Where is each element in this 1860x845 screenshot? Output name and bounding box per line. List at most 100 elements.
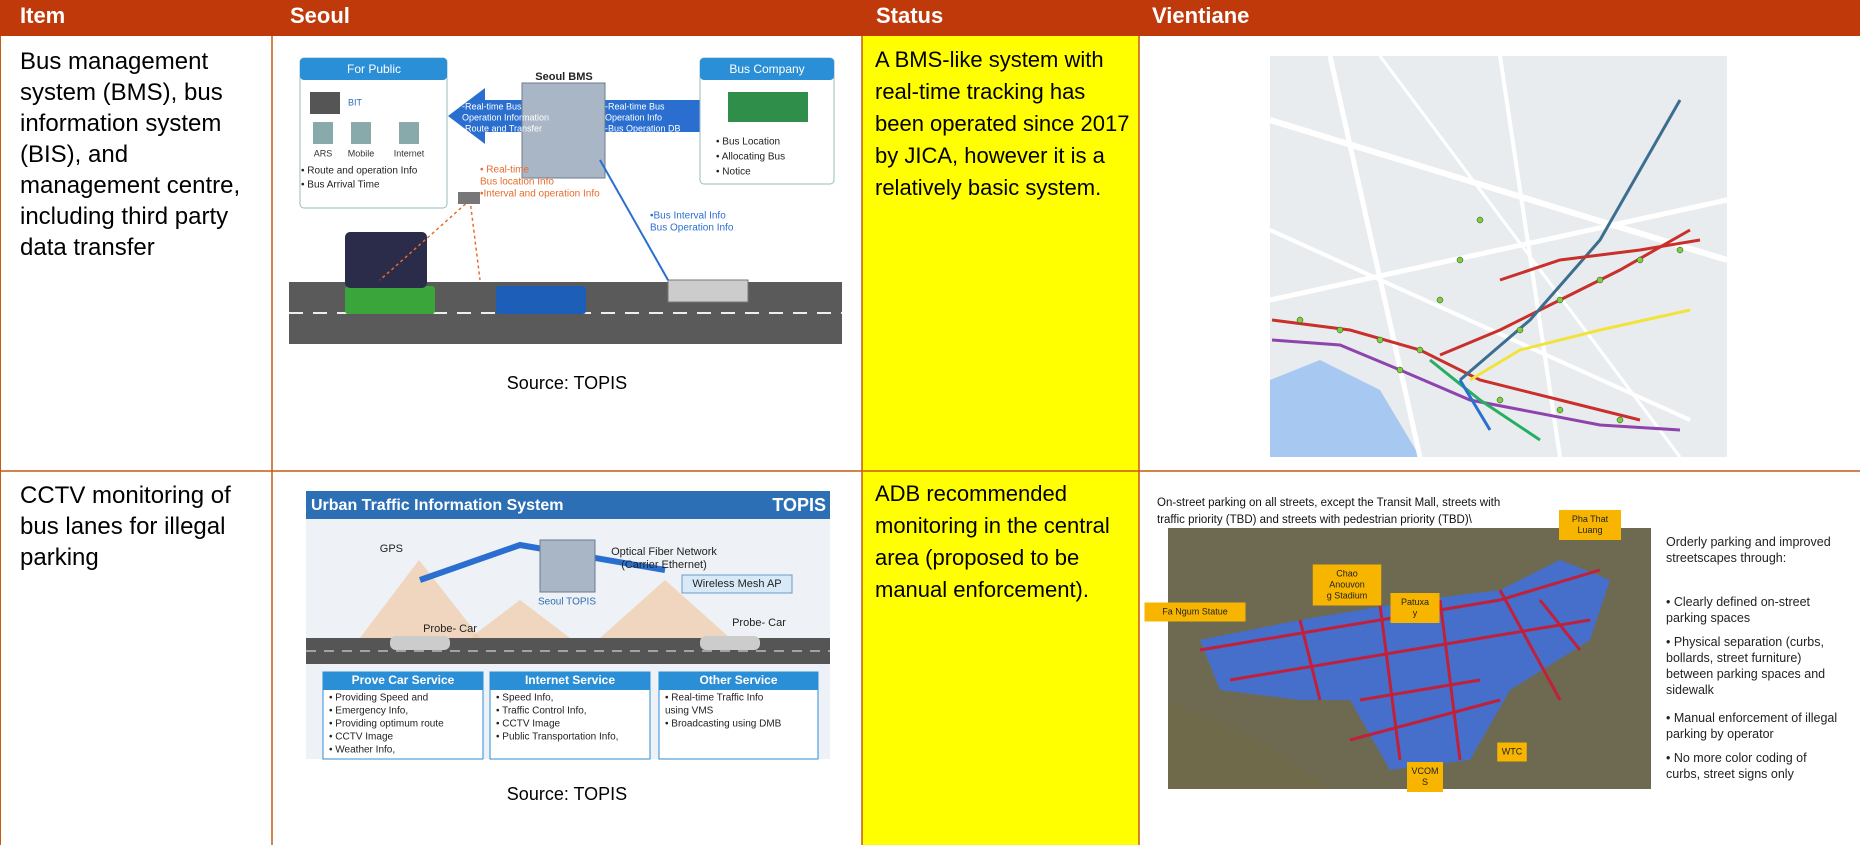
label: • CCTV Image — [496, 719, 561, 730]
building — [539, 539, 596, 593]
street — [1199, 568, 1601, 652]
label: VCOM — [1412, 766, 1439, 776]
route — [1429, 358, 1541, 442]
note-title: Orderly parking and improved streetscape… — [1666, 535, 1831, 565]
note: • Physical separation (curbs, bollards, … — [1666, 635, 1826, 697]
service-head — [323, 672, 483, 690]
street — [1538, 599, 1582, 651]
bit-icon — [310, 92, 340, 114]
stop — [1496, 396, 1504, 404]
label: Bus location Info — [480, 177, 554, 188]
note: • Manual enforcement of illegal parking … — [1666, 711, 1838, 741]
street — [1327, 55, 1423, 458]
stop — [1616, 416, 1624, 424]
bus-stop — [667, 279, 749, 303]
car — [700, 636, 760, 650]
place-label-bg — [1497, 742, 1527, 762]
label: -Bus Operation DB — [605, 123, 681, 133]
label: • Traffic Control Info, — [496, 706, 587, 717]
header-bg — [0, 0, 1860, 36]
beam — [470, 600, 570, 638]
service-head — [490, 672, 650, 690]
label: Anouvon — [1329, 579, 1365, 589]
label: Urban Traffic Information System — [311, 497, 564, 514]
label: • Speed Info, — [496, 693, 553, 704]
street — [1269, 197, 1728, 303]
header-cell: Vientiane — [1152, 3, 1250, 28]
stop — [1336, 326, 1344, 334]
river — [1270, 360, 1420, 457]
label: Info — [462, 134, 477, 144]
stop — [1376, 336, 1384, 344]
label: Optical Fiber Network — [611, 546, 717, 558]
label: Chao — [1336, 568, 1358, 578]
label: • Providing optimum route — [329, 719, 444, 730]
label: Probe- Car — [732, 617, 786, 629]
label: • Real-time — [480, 165, 530, 176]
label: Patuxa — [1401, 597, 1429, 607]
street — [1349, 698, 1501, 742]
signal — [379, 199, 471, 281]
route — [1458, 379, 1492, 431]
label: Mobile — [348, 148, 375, 158]
label: Probe- Car — [423, 623, 477, 635]
stop — [1556, 296, 1564, 304]
place-label-bg — [1390, 593, 1440, 623]
stop — [1436, 296, 1444, 304]
company-head — [700, 58, 834, 80]
label: • CCTV Image — [329, 732, 394, 743]
note: • No more color coding of curbs, street … — [1666, 751, 1807, 781]
stop — [1476, 216, 1484, 224]
label: Wireless Mesh AP — [692, 578, 781, 590]
label: using VMS — [665, 706, 714, 717]
label: -Route and Transfer — [462, 123, 542, 133]
label: • Broadcasting using DMB — [665, 719, 782, 730]
river — [1168, 700, 1330, 789]
label: • Bus Location — [716, 137, 780, 148]
label: •Interval and operation Info — [480, 189, 600, 200]
bus — [496, 286, 586, 314]
title-bar — [306, 491, 830, 519]
stop — [1556, 406, 1564, 414]
service-head — [659, 672, 818, 690]
stop — [1416, 346, 1424, 354]
street — [1269, 117, 1728, 263]
place-label-bg — [1559, 510, 1621, 540]
label: S — [1422, 777, 1428, 787]
header-cell: Status — [876, 3, 944, 28]
street — [1269, 228, 1691, 422]
label: Fa Ngum Statue — [1162, 606, 1228, 616]
route — [1499, 238, 1701, 282]
car — [390, 636, 450, 650]
status-bg — [862, 36, 1139, 845]
stop — [1516, 326, 1524, 334]
beam — [600, 580, 730, 638]
route — [1271, 338, 1681, 432]
label: GPS — [380, 543, 403, 555]
label: • Public Transportation Info, — [496, 732, 618, 743]
label: TOPIS — [772, 495, 826, 515]
label: • Weather Info, — [329, 745, 395, 756]
label: Seoul BMS — [535, 71, 592, 83]
status-text: A BMS-like system with real-time trackin… — [875, 47, 1130, 200]
caption: Source: TOPIS — [506, 784, 628, 804]
street — [1378, 604, 1402, 761]
route — [1469, 308, 1691, 382]
signal — [469, 199, 481, 281]
place-label-bg — [1312, 564, 1382, 606]
label: Other Service — [699, 673, 777, 687]
street — [1359, 678, 1481, 702]
label: • Route and operation Info — [301, 166, 418, 177]
label: -Real-time Bus — [462, 101, 522, 111]
label: Prove Car Service — [352, 673, 455, 687]
label: Operation Information — [462, 112, 549, 122]
signal — [599, 159, 669, 281]
label: -Real-time Bus — [605, 101, 665, 111]
street — [1229, 618, 1591, 682]
note: • Clearly defined on-street parking spac… — [1666, 595, 1811, 625]
satellite — [458, 192, 480, 204]
label: Internet Service — [525, 673, 615, 687]
caption: Source: TOPIS — [506, 373, 628, 393]
item-text: Bus management system (BMS), bus informa… — [20, 48, 241, 261]
label: • Notice — [716, 167, 751, 178]
